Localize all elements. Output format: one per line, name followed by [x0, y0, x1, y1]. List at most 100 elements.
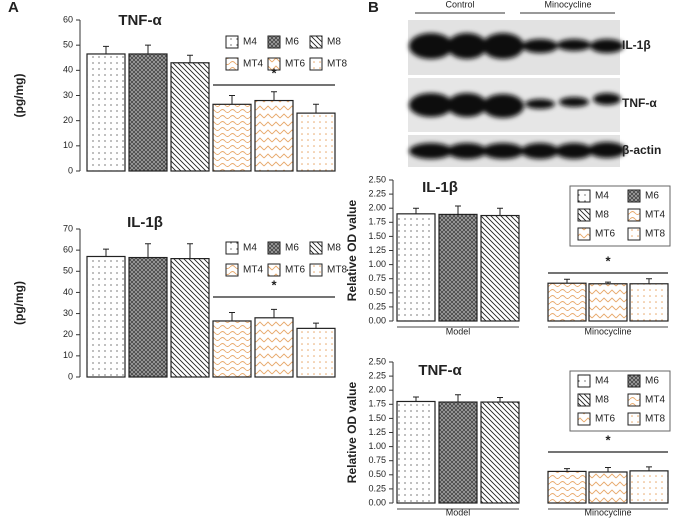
legend-label: M4: [243, 243, 257, 254]
y-tick-label: 1.50: [368, 231, 386, 241]
y-tick-label: 40: [63, 287, 73, 297]
y-axis-label: (pg/mg): [12, 74, 26, 118]
legend-swatch: [577, 227, 591, 241]
bar: [438, 213, 478, 322]
legend-label: MT4: [243, 59, 263, 70]
y-tick-label: 1.50: [368, 413, 386, 423]
significance-mark: *: [271, 277, 277, 292]
y-tick-label: 1.75: [368, 217, 386, 227]
bar: [296, 327, 336, 378]
legend-label: M6: [645, 191, 659, 202]
bar: [86, 255, 126, 378]
blot-row-label: IL-1β: [622, 38, 651, 52]
legend-swatch: [627, 208, 641, 222]
significance-mark: *: [605, 253, 611, 268]
error-bar: [271, 91, 277, 101]
y-tick-label: 60: [63, 245, 73, 255]
y-tick-label: 1.75: [368, 399, 386, 409]
bar: [438, 401, 478, 504]
legend-label: MT4: [645, 210, 665, 221]
legend-label: M4: [595, 191, 609, 202]
bar: [212, 320, 252, 378]
y-axis-label: Relative OD value: [345, 199, 359, 301]
legend-label: MT8: [645, 229, 665, 240]
legend-swatch: [627, 227, 641, 241]
blot-row-label: TNF-α: [622, 96, 657, 110]
error-bar: [313, 322, 319, 329]
error-bar: [145, 44, 151, 54]
error-bar: [497, 207, 503, 216]
legend-swatch: [577, 374, 591, 388]
y-tick-label: 2.25: [368, 370, 386, 380]
legend-swatch: [627, 412, 641, 426]
bar: [212, 103, 252, 172]
error-bar: [187, 54, 193, 63]
chart-title: IL-1β: [422, 179, 458, 196]
bar: [396, 400, 436, 504]
chart-title: IL-1β: [127, 214, 163, 231]
bar: [588, 471, 628, 504]
bar: [170, 258, 210, 378]
legend-swatch: [577, 189, 591, 203]
y-axis-label: (pg/mg): [12, 281, 26, 325]
bar: [254, 317, 294, 378]
error-bar: [497, 397, 503, 403]
y-tick-label: 0.50: [368, 469, 386, 479]
y-tick-label: 2.50: [368, 356, 386, 366]
group-label: Model: [446, 326, 471, 336]
legend-swatch: [267, 35, 281, 49]
chart: TNF-α Relative OD value 0.00 0.25 0.50 0.75 1.…: [345, 356, 671, 517]
y-tick-label: 70: [63, 223, 73, 233]
error-bar: [145, 243, 151, 258]
legend-swatch: [225, 35, 239, 49]
bar: [296, 112, 336, 172]
y-tick-label: 0.00: [368, 497, 386, 507]
error-bar: [455, 205, 461, 215]
y-tick-label: 0.75: [368, 273, 386, 283]
blot-row-label: β-actin: [622, 143, 661, 157]
bar: [128, 256, 168, 378]
error-bar: [103, 45, 109, 54]
y-tick-label: 2.50: [368, 174, 386, 184]
y-tick-label: 1.00: [368, 259, 386, 269]
legend-label: MT6: [285, 265, 305, 276]
error-bar: [646, 466, 652, 471]
chart: IL-1β Relative OD value 0.00 0.25 0.50 0.75 1.…: [345, 174, 671, 336]
y-tick-label: 40: [63, 65, 73, 75]
error-bar: [313, 103, 319, 114]
legend-swatch: [225, 57, 239, 71]
error-bar: [229, 312, 235, 321]
y-tick-label: 0.50: [368, 287, 386, 297]
legend-swatch: [577, 412, 591, 426]
error-bar: [605, 466, 611, 472]
group-label: Minocycline: [584, 507, 631, 517]
legend-label: M8: [595, 210, 609, 221]
bar: [86, 53, 126, 172]
y-tick-label: 1.25: [368, 427, 386, 437]
bar: [396, 213, 436, 322]
y-tick-label: 0.25: [368, 483, 386, 493]
legend-swatch: [225, 241, 239, 255]
legend-label: M4: [243, 37, 257, 48]
y-tick-label: 10: [63, 140, 73, 150]
legend-label: MT4: [243, 265, 263, 276]
legend-swatch: [309, 241, 323, 255]
legend-swatch: [627, 393, 641, 407]
error-bar: [187, 243, 193, 259]
bar: [128, 53, 168, 172]
legend-swatch: [577, 393, 591, 407]
y-tick-label: 2.25: [368, 188, 386, 198]
legend-swatch: [267, 57, 281, 71]
y-tick-label: 20: [63, 329, 73, 339]
legend-swatch: [267, 241, 281, 255]
y-tick-label: 0: [68, 165, 73, 175]
y-tick-label: 0.25: [368, 301, 386, 311]
y-tick-label: 0.00: [368, 315, 386, 325]
y-tick-label: 2.00: [368, 385, 386, 395]
error-bar: [229, 95, 235, 105]
y-tick-label: 30: [63, 90, 73, 100]
legend-label: M6: [645, 376, 659, 387]
error-bar: [646, 278, 652, 284]
error-bar: [564, 468, 570, 472]
legend-swatch: [577, 208, 591, 222]
